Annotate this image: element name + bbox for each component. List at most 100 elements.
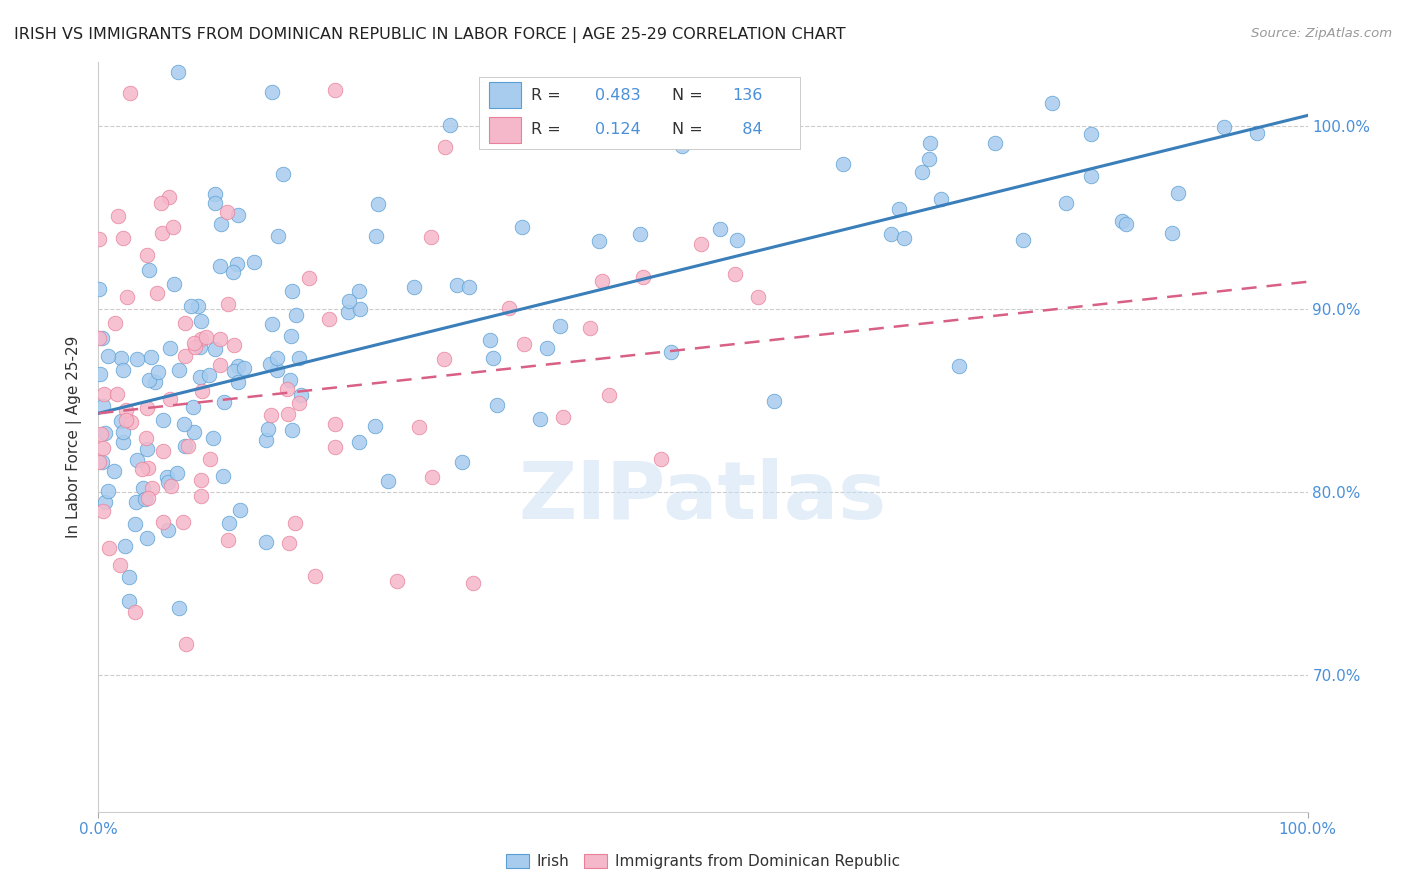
Point	[195, 330, 218, 344]
Point	[690, 237, 713, 252]
Point	[174, 439, 197, 453]
Point	[288, 395, 311, 409]
Point	[104, 316, 127, 330]
Point	[125, 495, 148, 509]
Point	[138, 263, 160, 277]
Point	[1012, 233, 1035, 247]
Point	[254, 433, 277, 447]
Point	[598, 388, 620, 402]
Point	[1246, 126, 1268, 140]
Point	[174, 316, 197, 330]
Point	[132, 481, 155, 495]
Point	[1080, 127, 1102, 141]
Point	[479, 333, 502, 347]
Point	[762, 394, 785, 409]
Point	[266, 351, 288, 365]
Point	[290, 388, 312, 402]
Point	[90, 427, 112, 442]
Point	[190, 369, 212, 384]
Point	[747, 290, 769, 304]
Point	[135, 531, 157, 545]
Point	[166, 466, 188, 480]
Point	[115, 413, 138, 427]
Point	[284, 516, 307, 530]
Point	[709, 222, 731, 236]
Point	[187, 299, 209, 313]
Point	[136, 460, 159, 475]
Point	[183, 336, 205, 351]
Point	[433, 352, 456, 367]
Point	[284, 308, 307, 322]
Point	[323, 417, 346, 431]
Point	[451, 455, 474, 469]
Point	[97, 349, 120, 363]
Point	[457, 280, 479, 294]
Point	[918, 136, 941, 150]
Point	[97, 483, 120, 498]
Point	[180, 299, 202, 313]
Point	[588, 234, 610, 248]
Point	[159, 392, 181, 407]
Point	[108, 558, 131, 573]
Point	[498, 301, 520, 315]
Point	[103, 464, 125, 478]
Point	[212, 468, 235, 483]
Point	[135, 431, 157, 445]
Point	[893, 231, 915, 245]
Point	[267, 229, 290, 244]
Point	[177, 439, 200, 453]
Point	[174, 636, 197, 650]
Point	[105, 387, 128, 401]
Point	[127, 352, 149, 367]
Point	[160, 478, 183, 492]
Point	[434, 140, 457, 154]
Point	[281, 423, 304, 437]
Point	[650, 452, 672, 467]
Point	[318, 312, 340, 326]
Point	[367, 197, 389, 211]
Point	[98, 541, 121, 556]
Point	[323, 440, 346, 454]
Point	[149, 196, 172, 211]
Point	[887, 202, 910, 216]
Point	[167, 362, 190, 376]
Point	[271, 167, 294, 181]
Point	[259, 357, 281, 371]
Point	[87, 454, 110, 468]
Point	[591, 274, 613, 288]
Point	[304, 569, 326, 583]
Point	[277, 407, 299, 421]
Point	[260, 317, 283, 331]
Point	[1111, 214, 1133, 228]
Point	[224, 363, 246, 377]
Text: IRISH VS IMMIGRANTS FROM DOMINICAN REPUBLIC IN LABOR FORCE | AGE 25-29 CORRELATI: IRISH VS IMMIGRANTS FROM DOMINICAN REPUB…	[14, 27, 845, 43]
Point	[156, 470, 179, 484]
Point	[529, 412, 551, 426]
Point	[439, 118, 461, 132]
Point	[536, 341, 558, 355]
Point	[184, 340, 207, 354]
Point	[266, 363, 288, 377]
Point	[513, 337, 536, 351]
Point	[204, 342, 226, 356]
Point	[208, 332, 231, 346]
Point	[204, 186, 226, 201]
Point	[111, 435, 134, 450]
Point	[212, 394, 235, 409]
Point	[152, 444, 174, 458]
Point	[254, 535, 277, 549]
Point	[150, 226, 173, 240]
Point	[548, 319, 571, 334]
Point	[724, 267, 747, 281]
Point	[276, 382, 298, 396]
Point	[402, 280, 425, 294]
Point	[112, 362, 135, 376]
Point	[172, 515, 194, 529]
Point	[190, 333, 212, 347]
Point	[145, 375, 167, 389]
Point	[217, 533, 239, 548]
Point	[280, 373, 302, 387]
Point	[716, 129, 738, 144]
Point	[159, 190, 181, 204]
Point	[918, 152, 941, 166]
